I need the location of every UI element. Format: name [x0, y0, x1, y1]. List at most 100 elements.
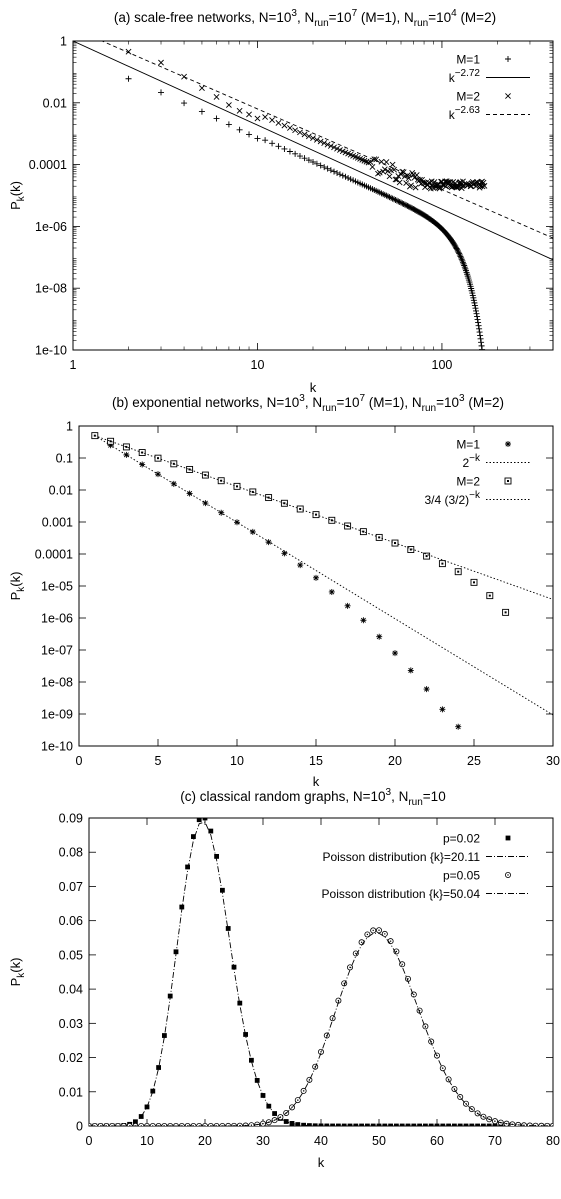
data-point [459, 183, 466, 189]
data-point [292, 127, 299, 134]
data-point [455, 723, 462, 730]
data-point [474, 316, 481, 323]
data-point [301, 155, 308, 162]
data-point [370, 1123, 376, 1126]
data-point [481, 182, 488, 189]
data-point [439, 706, 446, 713]
data-point [334, 145, 340, 152]
data-point [388, 1123, 393, 1126]
data-point [327, 167, 334, 174]
data-point [139, 461, 146, 468]
data-point [162, 1033, 167, 1038]
data-point [297, 562, 304, 569]
y-tick-label: 1e-08 [35, 282, 67, 296]
data-point [463, 181, 470, 187]
y-tick-label: 1 [66, 420, 73, 434]
x-tick-label: 5 [155, 754, 162, 768]
data-point [472, 305, 479, 312]
data-point [120, 1123, 127, 1126]
data-point [213, 94, 220, 100]
data-point [310, 158, 316, 165]
data-point [249, 1057, 254, 1063]
y-tick-label: 0.05 [59, 948, 83, 962]
data-point [407, 667, 414, 674]
x-axis-label: k [318, 1155, 325, 1170]
y-tick-label: 0.0001 [35, 548, 73, 562]
data-point [254, 115, 261, 122]
plot-area [73, 41, 553, 350]
data-point [161, 1123, 168, 1126]
data-point [301, 131, 308, 138]
data-point [386, 173, 393, 180]
data-point [475, 319, 482, 326]
data-point [440, 1123, 446, 1126]
data-point [275, 119, 282, 126]
data-point [297, 129, 303, 136]
data-point [186, 490, 193, 497]
y-tick-label: 1e-07 [41, 644, 73, 658]
data-point [313, 160, 320, 167]
data-point [455, 249, 462, 256]
data-point [262, 137, 269, 144]
data-point [456, 250, 463, 257]
y-tick-label: 0 [76, 1120, 83, 1134]
y-tick-label: 0.04 [59, 983, 83, 997]
data-point [317, 138, 324, 145]
data-point [269, 117, 275, 124]
data-point [305, 133, 312, 140]
data-point [286, 148, 293, 155]
data-point [331, 168, 338, 175]
data-point [454, 247, 461, 254]
panel-b: (b) exponential networks, N=103, Nrun=10… [8, 393, 560, 789]
legend-label: p=0.05 [443, 869, 480, 883]
y-tick-label: 0.01 [59, 1085, 83, 1099]
data-point [403, 202, 410, 209]
y-axis-label: Pk(k) [8, 181, 27, 210]
data-point [360, 617, 367, 624]
y-axis-label: Pk(k) [8, 958, 27, 987]
data-point [344, 602, 351, 609]
x-tick-label: 20 [388, 754, 402, 768]
data-point [457, 253, 464, 260]
data-point [477, 335, 484, 342]
y-tick-label: 0.02 [59, 1051, 83, 1065]
data-point [103, 1123, 110, 1126]
data-point [367, 159, 374, 166]
data-point [138, 1114, 144, 1119]
data-point [452, 1123, 457, 1126]
data-point [236, 107, 243, 114]
data-point [109, 1123, 116, 1126]
x-tick-label: 0 [76, 754, 83, 768]
legend-label: k−2.63 [449, 105, 481, 122]
plot-area [91, 432, 553, 730]
data-point [386, 194, 393, 201]
y-tick-label: 0.08 [59, 846, 83, 860]
data-point [178, 1123, 185, 1126]
data-point [237, 1000, 243, 1006]
data-point [473, 307, 480, 314]
data-point [301, 1122, 306, 1126]
data-point [173, 1123, 179, 1126]
legend-label: Poisson distribution {k}=50.04 [322, 887, 481, 901]
data-point [234, 519, 240, 526]
data-point [246, 131, 253, 138]
data-point [413, 172, 420, 178]
chart-title: (c) classical random graphs, N=103, Nrun… [180, 787, 445, 808]
series-line-1 [73, 41, 553, 261]
x-tick-label: 70 [488, 1134, 502, 1148]
data-point [417, 1123, 422, 1126]
data-point [376, 169, 383, 176]
legend-swatch [505, 93, 511, 99]
data-point [446, 1123, 451, 1126]
data-point [331, 144, 337, 151]
x-axis-label: k [313, 774, 320, 789]
x-tick-label: 100 [432, 358, 453, 372]
data-point [281, 145, 288, 152]
data-point [292, 150, 299, 157]
data-point [339, 172, 346, 179]
data-point [126, 1123, 133, 1126]
data-point [214, 853, 219, 859]
data-point [347, 1123, 353, 1126]
legend-label: 3/4 (3/2)−k [424, 490, 481, 507]
data-point [392, 650, 398, 657]
